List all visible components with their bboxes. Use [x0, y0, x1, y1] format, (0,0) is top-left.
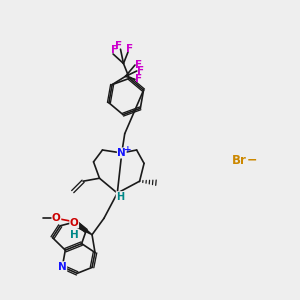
Text: H: H: [116, 192, 124, 202]
Text: F: F: [111, 45, 118, 56]
Text: N: N: [117, 148, 126, 158]
Text: F: F: [135, 74, 142, 84]
Text: O: O: [52, 213, 61, 224]
Text: F: F: [126, 44, 133, 54]
Polygon shape: [73, 220, 92, 235]
Text: O: O: [70, 218, 79, 228]
Text: F: F: [116, 41, 123, 51]
Text: F: F: [137, 66, 144, 76]
Text: N: N: [58, 262, 67, 272]
Text: −: −: [247, 154, 257, 167]
Text: F: F: [135, 60, 142, 70]
Text: H: H: [70, 230, 79, 240]
Text: +: +: [124, 145, 132, 154]
Text: Br: Br: [232, 154, 247, 167]
